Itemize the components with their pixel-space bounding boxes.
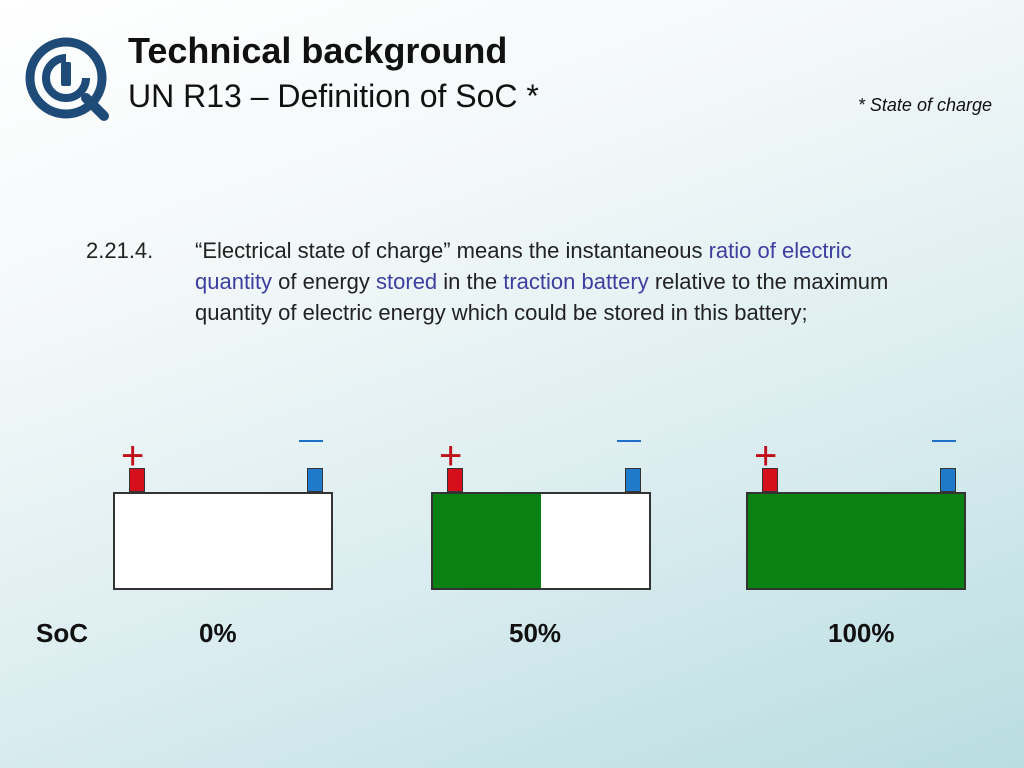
soc-value-0: 0% bbox=[199, 618, 237, 648]
definition-segment: relative to the maximum quantity of elec… bbox=[195, 269, 889, 325]
definition-highlight: traction battery bbox=[503, 269, 649, 294]
definition-highlight: stored bbox=[376, 269, 438, 294]
negative-terminal bbox=[625, 468, 641, 492]
battery-body bbox=[113, 492, 333, 590]
battery-0-percent: + bbox=[113, 434, 337, 592]
positive-terminal bbox=[129, 468, 145, 492]
negative-terminal bbox=[940, 468, 956, 492]
definition-segment: of energy bbox=[272, 269, 377, 294]
soc-value-50: 50% bbox=[509, 618, 562, 648]
plus-sign: + bbox=[439, 434, 463, 478]
slide-subtitle: UN R13 – Definition of SoC * bbox=[128, 78, 539, 114]
battery-body bbox=[431, 492, 651, 590]
battery-50-percent: + bbox=[431, 434, 655, 592]
plus-sign: + bbox=[754, 434, 778, 478]
soc-row-label: SoC bbox=[36, 618, 88, 648]
positive-terminal bbox=[447, 468, 463, 492]
battery-charge-fill bbox=[433, 494, 541, 588]
soc-value-100: 100% bbox=[828, 618, 895, 648]
negative-terminal bbox=[307, 468, 323, 492]
positive-terminal bbox=[762, 468, 778, 492]
minus-sign bbox=[299, 440, 323, 442]
battery-body bbox=[746, 492, 966, 590]
battery-charge-fill bbox=[748, 494, 964, 588]
magnifier-logo-icon bbox=[20, 32, 116, 128]
slide-title: Technical background bbox=[128, 30, 508, 71]
minus-sign bbox=[932, 440, 956, 442]
definition-segment: “Electrical state of charge” means the i… bbox=[195, 238, 709, 263]
definition-segment: in the bbox=[437, 269, 504, 294]
plus-sign: + bbox=[121, 434, 145, 478]
battery-100-percent: + bbox=[746, 434, 970, 592]
definition-text: “Electrical state of charge” means the i… bbox=[195, 235, 915, 328]
footnote: * State of charge bbox=[857, 95, 992, 115]
definition-number: 2.21.4. bbox=[86, 238, 154, 263]
minus-sign bbox=[617, 440, 641, 442]
definition-highlight: ratio of electric quantity bbox=[195, 238, 852, 294]
